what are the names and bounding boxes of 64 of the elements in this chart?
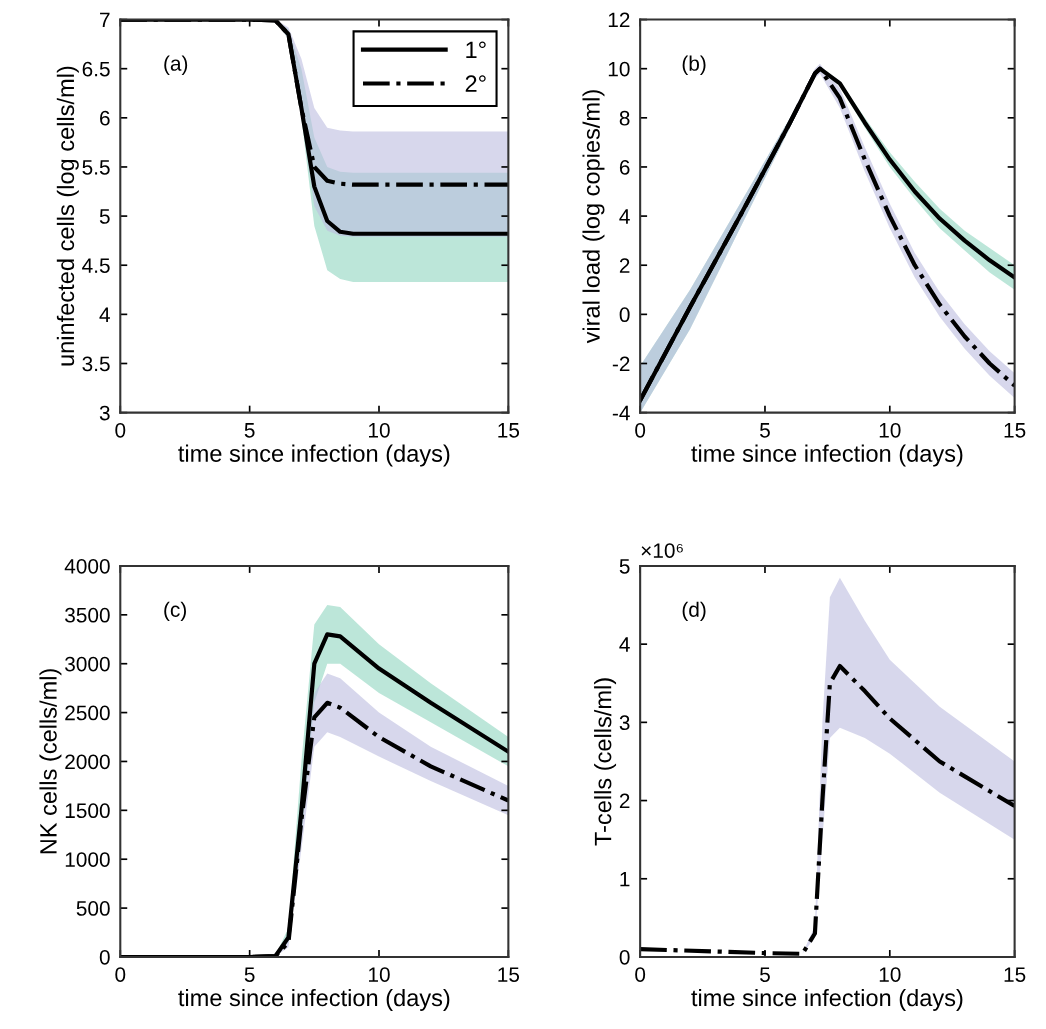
y-tick-label: 12 <box>608 12 630 28</box>
y-tick-label: 3500 <box>65 607 110 623</box>
legend-label: 1° <box>466 41 486 58</box>
y-tick-label: 1000 <box>65 852 110 867</box>
y-tick-label: 4 <box>99 307 110 322</box>
x-tick-label: 15 <box>498 423 520 438</box>
x-tick-label: 5 <box>760 967 770 982</box>
y-tick-label: 4 <box>619 209 630 224</box>
x-tick-label: 5 <box>244 967 255 982</box>
x-tick-label: 10 <box>369 967 390 982</box>
y-tick-label: 7 <box>100 12 110 28</box>
x-axis-title: time since infection (days) <box>178 988 450 1011</box>
legend-label: 2° <box>465 75 486 92</box>
y-axis-title: viral load (log copies/ml) <box>582 90 605 344</box>
x-tick-label: 15 <box>498 967 520 982</box>
x-tick-label: 10 <box>879 967 901 982</box>
x-tick-label: 5 <box>244 423 255 438</box>
y-tick-label: 5 <box>619 559 630 574</box>
y-tick-label: 3 <box>619 715 630 731</box>
y-tick-label: 500 <box>76 901 110 916</box>
x-tick-label: 15 <box>1004 967 1026 982</box>
x-axis-title: time since infection (days) <box>691 444 963 467</box>
x-tick-label: 5 <box>760 423 770 438</box>
x-tick-label: 10 <box>879 422 901 438</box>
text: ×10⁶ <box>641 543 683 558</box>
annotation: (c) <box>164 601 186 622</box>
x-tick-label: 0 <box>635 422 646 438</box>
y-tick-label: 6 <box>100 110 110 126</box>
y-tick-label: 2 <box>619 258 630 273</box>
y-tick-label: 3000 <box>65 656 110 672</box>
y-tick-label: 5 <box>99 209 110 224</box>
y-tick-label: -4 <box>612 405 630 421</box>
x-axis-title: time since infection (days) <box>691 988 963 1011</box>
y-axis-title: uninfected cells (log cells/ml) <box>56 66 79 366</box>
y-tick-label: 3.5 <box>82 356 110 372</box>
y-tick-label: 6 <box>619 159 630 175</box>
x-tick-label: 0 <box>115 967 126 982</box>
y-tick-label: 8 <box>619 110 630 126</box>
y-tick-label: 1 <box>620 871 630 887</box>
y-tick-label: 0 <box>99 949 110 965</box>
y-tick-label: 2000 <box>65 754 110 770</box>
y-tick-label: -2 <box>612 356 630 372</box>
annotation: (d) <box>682 601 706 622</box>
y-tick-label: 3 <box>99 405 110 421</box>
y-tick-label: 2 <box>619 793 630 809</box>
x-tick-label: 10 <box>369 422 390 438</box>
y-tick-label: 6.5 <box>82 61 110 77</box>
y-tick-label: 4000 <box>64 558 110 574</box>
x-tick-label: 15 <box>1004 423 1026 438</box>
x-tick-label: 0 <box>115 422 126 438</box>
y-tick-label: 2500 <box>65 705 110 721</box>
annotation: (b) <box>682 55 706 75</box>
y-tick-label: 1500 <box>65 803 110 819</box>
y-tick-label: 4 <box>619 637 630 652</box>
x-axis-title: time since infection (days) <box>178 444 450 467</box>
y-axis-title: NK cells (cells/ml) <box>39 669 62 854</box>
y-axis-title: T-cells (cells/ml) <box>594 678 617 846</box>
y-tick-label: 5.5 <box>82 160 110 175</box>
y-tick-label: 0 <box>619 307 630 323</box>
annotation: (a) <box>164 55 188 75</box>
y-tick-label: 10 <box>608 61 630 77</box>
y-tick-label: 0 <box>619 949 630 965</box>
x-tick-label: 0 <box>635 967 646 982</box>
y-tick-label: 4.5 <box>82 258 110 273</box>
